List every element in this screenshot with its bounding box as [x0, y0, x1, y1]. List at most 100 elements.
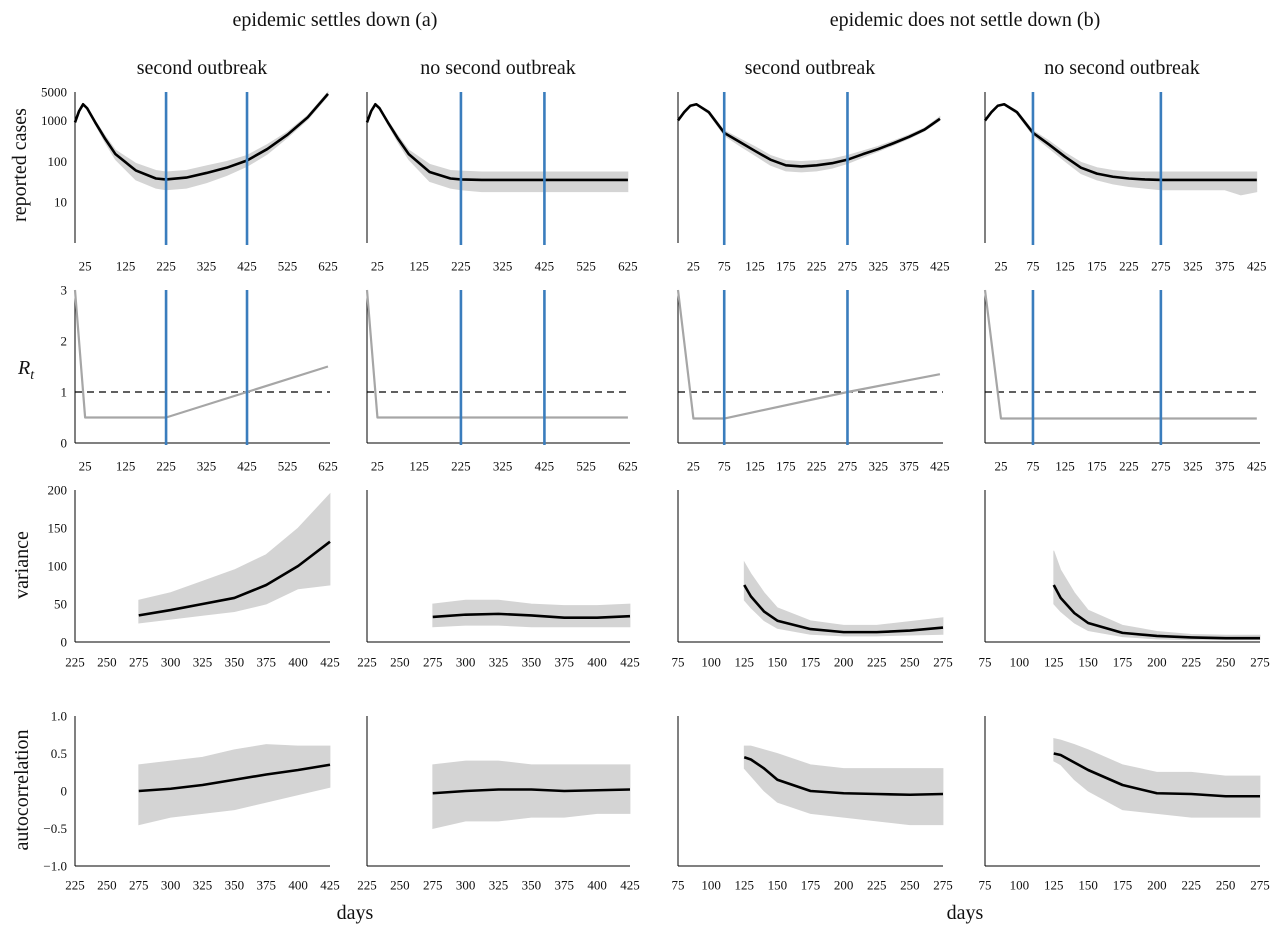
- x-tick-label: 100: [701, 655, 721, 670]
- y-tick-label: 1.0: [51, 709, 67, 724]
- x-tick-label: 300: [456, 878, 476, 893]
- x-tick-label: 275: [838, 459, 858, 474]
- x-tick-label: 375: [1215, 259, 1235, 274]
- x-tick-label: 125: [409, 459, 429, 474]
- mean-line: [365, 289, 628, 419]
- y-tick-label: 0: [61, 635, 68, 650]
- x-tick-label: 225: [1119, 259, 1139, 274]
- ensemble-band: [1053, 550, 1261, 641]
- x-tick-label: 25: [687, 459, 700, 474]
- x-tick-label: 300: [161, 878, 181, 893]
- x-tick-label: 150: [768, 655, 788, 670]
- x-tick-label: 225: [357, 878, 377, 893]
- x-tick-label: 400: [587, 655, 607, 670]
- x-tick-label: 275: [423, 655, 443, 670]
- x-tick-label: 525: [278, 259, 298, 274]
- x-tick-label: 225: [1182, 878, 1202, 893]
- x-tick-label: 225: [1182, 655, 1202, 670]
- x-tick-label: 25: [79, 259, 92, 274]
- x-tick-label: 400: [288, 878, 308, 893]
- x-tick-label: 250: [97, 878, 117, 893]
- x-tick-label: 175: [776, 459, 796, 474]
- x-tick-label: 75: [672, 655, 685, 670]
- row-label-subscript: t: [30, 368, 35, 383]
- x-tick-label: 325: [1183, 459, 1203, 474]
- x-tick-label: 375: [257, 878, 277, 893]
- x-tick-label: 125: [745, 259, 765, 274]
- x-tick-label: 375: [555, 655, 575, 670]
- x-tick-label: 325: [493, 459, 513, 474]
- x-tick-label: 125: [1055, 459, 1075, 474]
- x-tick-label: 400: [288, 655, 308, 670]
- row-label: Rt: [17, 357, 35, 383]
- mean-line: [432, 788, 631, 795]
- x-tick-label: 225: [451, 259, 471, 274]
- x-tick-label: 275: [1151, 459, 1171, 474]
- x-tick-label: 225: [65, 878, 85, 893]
- group-title: epidemic settles down (a): [233, 9, 438, 31]
- mean-line: [365, 102, 628, 182]
- x-tick-label: 375: [899, 459, 919, 474]
- x-tick-label: 25: [994, 259, 1007, 274]
- ensemble-band: [743, 745, 944, 826]
- y-tick-label: 0.5: [51, 746, 67, 761]
- x-tick-label: 425: [1247, 459, 1267, 474]
- x-tick-label: 225: [1119, 459, 1139, 474]
- x-tick-label: 525: [576, 259, 596, 274]
- ensemble-band: [677, 103, 941, 173]
- x-tick-label: 425: [237, 259, 257, 274]
- mean-line: [1053, 752, 1260, 798]
- x-tick-label: 325: [869, 259, 889, 274]
- y-tick-label: 100: [48, 154, 68, 169]
- x-tick-label: 125: [116, 259, 136, 274]
- x-tick-label: 525: [576, 459, 596, 474]
- x-tick-label: 175: [1087, 259, 1107, 274]
- x-tick-label: 175: [1087, 459, 1107, 474]
- mean-line: [73, 289, 329, 419]
- x-tick-label: 325: [489, 655, 509, 670]
- x-tick-label: 125: [1044, 878, 1064, 893]
- x-tick-label: 250: [390, 878, 410, 893]
- x-tick-label: 325: [493, 259, 513, 274]
- mean-line: [73, 93, 329, 181]
- mean-line: [676, 102, 941, 168]
- y-tick-label: 0: [61, 436, 68, 451]
- row-label: reported cases: [9, 108, 31, 222]
- x-tick-label: 225: [357, 655, 377, 670]
- x-tick-label: 100: [701, 878, 721, 893]
- x-tick-label: 175: [801, 878, 821, 893]
- y-tick-label: 3: [61, 283, 68, 298]
- x-tick-label: 375: [257, 655, 277, 670]
- row-label-main: R: [17, 357, 30, 379]
- x-tick-label: 125: [1044, 655, 1064, 670]
- y-tick-label: 200: [48, 483, 68, 498]
- x-tick-label: 350: [522, 655, 542, 670]
- x-tick-label: 225: [807, 259, 827, 274]
- x-tick-label: 625: [318, 459, 338, 474]
- x-tick-label: 200: [1147, 655, 1167, 670]
- mean-line: [983, 289, 1257, 420]
- x-tick-label: 375: [555, 878, 575, 893]
- y-tick-label: 50: [54, 597, 67, 612]
- x-tick-label: 225: [867, 655, 887, 670]
- x-tick-label: 525: [278, 459, 298, 474]
- x-tick-label: 25: [994, 459, 1007, 474]
- mean-line: [676, 289, 941, 420]
- x-tick-label: 125: [409, 259, 429, 274]
- column-title: second outbreak: [745, 57, 876, 79]
- group-title: epidemic does not settle down (b): [830, 9, 1101, 31]
- x-tick-label: 325: [1183, 259, 1203, 274]
- x-tick-label: 225: [156, 459, 176, 474]
- x-tick-label: 25: [79, 459, 92, 474]
- x-tick-label: 125: [735, 878, 755, 893]
- x-tick-label: 275: [1250, 655, 1270, 670]
- row-label: variance: [11, 531, 33, 599]
- ensemble-band: [366, 103, 629, 193]
- x-tick-label: 250: [900, 655, 920, 670]
- x-tick-label: 175: [801, 655, 821, 670]
- x-tick-label: 250: [390, 655, 410, 670]
- x-tick-label: 100: [1010, 655, 1030, 670]
- x-tick-label: 275: [423, 878, 443, 893]
- x-tick-label: 275: [933, 878, 953, 893]
